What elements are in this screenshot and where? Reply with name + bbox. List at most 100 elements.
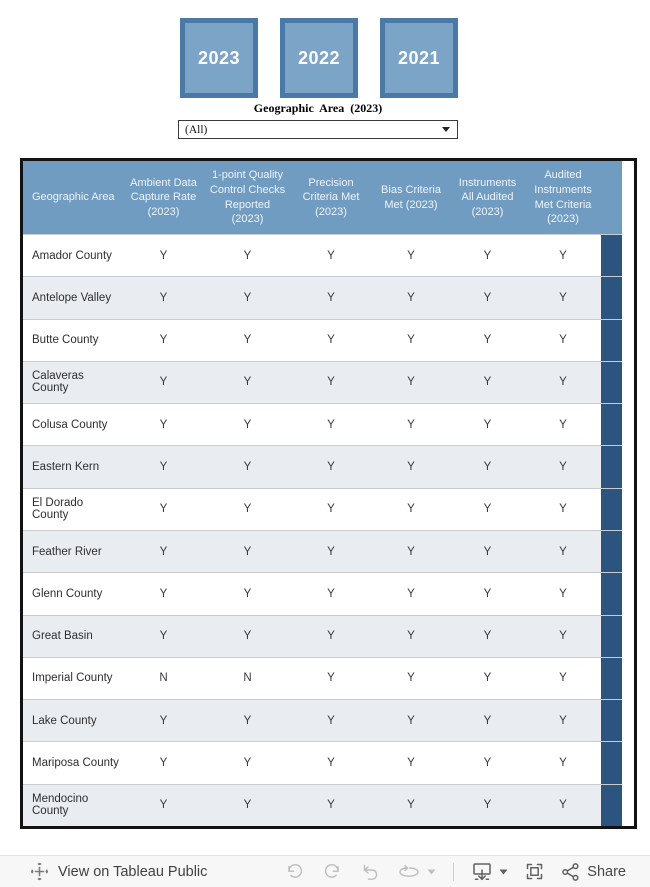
value-cell[interactable]: Y [159, 334, 168, 347]
value-cell[interactable]: Y [407, 418, 415, 431]
year-button-2022[interactable]: 2022 [280, 18, 358, 98]
value-cell[interactable]: Y [159, 630, 168, 643]
value-cell[interactable]: Y [483, 249, 492, 262]
value-cell[interactable]: Y [327, 376, 335, 389]
value-cell[interactable]: Y [159, 587, 168, 600]
value-cell[interactable]: Y [243, 291, 252, 304]
value-cell[interactable]: Y [407, 714, 415, 727]
column-header-3[interactable]: Precision Criteria Met (2023) [302, 176, 360, 218]
geographic-area-dropdown[interactable]: (All) [178, 120, 458, 139]
value-cell[interactable]: Y [327, 672, 335, 685]
value-cell[interactable]: Y [159, 418, 168, 431]
value-cell[interactable]: Y [559, 799, 567, 812]
row-label[interactable]: Imperial County [32, 672, 113, 685]
value-cell[interactable]: Y [407, 376, 415, 389]
column-header-1[interactable]: Ambient Data Capture Rate (2023) [130, 176, 197, 218]
column-header-6[interactable]: Audited Instruments Met Criteria (2023) [534, 169, 592, 226]
value-cell[interactable]: Y [407, 757, 415, 770]
undo-icon[interactable] [284, 863, 305, 880]
download-caret-down-icon[interactable] [499, 869, 508, 875]
value-cell[interactable]: Y [407, 503, 415, 516]
value-cell[interactable]: Y [483, 757, 492, 770]
value-cell[interactable]: Y [483, 799, 492, 812]
value-cell[interactable]: Y [559, 249, 567, 262]
value-cell[interactable]: Y [483, 461, 492, 474]
value-cell[interactable]: Y [327, 799, 335, 812]
value-cell[interactable]: Y [159, 291, 168, 304]
value-cell[interactable]: Y [327, 714, 335, 727]
value-cell[interactable]: Y [243, 334, 252, 347]
value-cell[interactable]: Y [243, 376, 252, 389]
value-cell[interactable]: Y [327, 545, 335, 558]
value-cell[interactable]: Y [327, 418, 335, 431]
value-cell[interactable]: Y [559, 714, 567, 727]
value-cell[interactable]: Y [243, 587, 252, 600]
value-cell[interactable]: Y [559, 503, 567, 516]
value-cell[interactable]: Y [327, 461, 335, 474]
value-cell[interactable]: Y [407, 799, 415, 812]
value-cell[interactable]: Y [559, 587, 567, 600]
value-cell[interactable]: Y [559, 545, 567, 558]
value-cell[interactable]: Y [559, 757, 567, 770]
value-cell[interactable]: Y [159, 376, 168, 389]
value-cell[interactable]: Y [559, 672, 567, 685]
revert-icon[interactable] [360, 863, 380, 881]
value-cell[interactable]: N [243, 672, 252, 685]
value-cell[interactable]: Y [159, 545, 168, 558]
download-icon[interactable] [471, 862, 493, 882]
value-cell[interactable]: Y [327, 334, 335, 347]
value-cell[interactable]: Y [559, 418, 567, 431]
row-label[interactable]: Glenn County [32, 587, 103, 600]
refresh-caret-down-icon[interactable] [427, 869, 436, 875]
row-label[interactable]: Mariposa County [32, 757, 119, 770]
value-cell[interactable]: Y [559, 291, 567, 304]
value-cell[interactable]: Y [327, 503, 335, 516]
value-cell[interactable]: Y [407, 249, 415, 262]
value-cell[interactable]: Y [483, 630, 492, 643]
value-cell[interactable]: Y [327, 249, 335, 262]
value-cell[interactable]: Y [483, 291, 492, 304]
value-cell[interactable]: Y [243, 418, 252, 431]
column-header-0[interactable]: Geographic Area [32, 191, 115, 204]
row-label[interactable]: Antelope Valley [32, 291, 112, 304]
value-cell[interactable]: Y [483, 418, 492, 431]
row-label[interactable]: Calaveras County [32, 370, 84, 395]
row-label[interactable]: Lake County [32, 714, 97, 727]
value-cell[interactable]: Y [159, 714, 168, 727]
value-cell[interactable]: Y [327, 757, 335, 770]
value-cell[interactable]: Y [159, 249, 168, 262]
column-header-2[interactable]: 1-point Quality Control Checks Reported … [209, 169, 286, 226]
value-cell[interactable]: Y [243, 461, 252, 474]
value-cell[interactable]: Y [483, 714, 492, 727]
value-cell[interactable]: Y [407, 587, 415, 600]
row-label[interactable]: Butte County [32, 334, 99, 347]
value-cell[interactable]: Y [327, 630, 335, 643]
value-cell[interactable]: Y [243, 757, 252, 770]
value-cell[interactable]: Y [243, 799, 252, 812]
row-label[interactable]: Colusa County [32, 418, 108, 431]
view-on-tableau-public-link[interactable]: View on Tableau Public [30, 862, 207, 881]
value-cell[interactable]: Y [327, 291, 335, 304]
value-cell[interactable]: Y [559, 376, 567, 389]
row-label[interactable]: Eastern Kern [32, 461, 100, 474]
value-cell[interactable]: Y [407, 545, 415, 558]
value-cell[interactable]: Y [483, 672, 492, 685]
column-header-5[interactable]: Instruments All Audited (2023) [458, 176, 517, 218]
value-cell[interactable]: Y [483, 545, 492, 558]
redo-icon[interactable] [322, 863, 343, 880]
column-header-4[interactable]: Bias Criteria Met (2023) [381, 183, 441, 211]
value-cell[interactable]: Y [559, 630, 567, 643]
value-cell[interactable]: Y [407, 672, 415, 685]
value-cell[interactable]: Y [243, 714, 252, 727]
value-cell[interactable]: Y [559, 461, 567, 474]
value-cell[interactable]: Y [159, 503, 168, 516]
year-button-2023[interactable]: 2023 [180, 18, 258, 98]
year-button-2021[interactable]: 2021 [380, 18, 458, 98]
value-cell[interactable]: Y [407, 630, 415, 643]
value-cell[interactable]: Y [327, 587, 335, 600]
value-cell[interactable]: Y [407, 291, 415, 304]
value-cell[interactable]: Y [483, 376, 492, 389]
value-cell[interactable]: Y [159, 799, 168, 812]
fullscreen-icon[interactable] [525, 862, 544, 881]
row-label[interactable]: Mendocino County [32, 793, 89, 818]
